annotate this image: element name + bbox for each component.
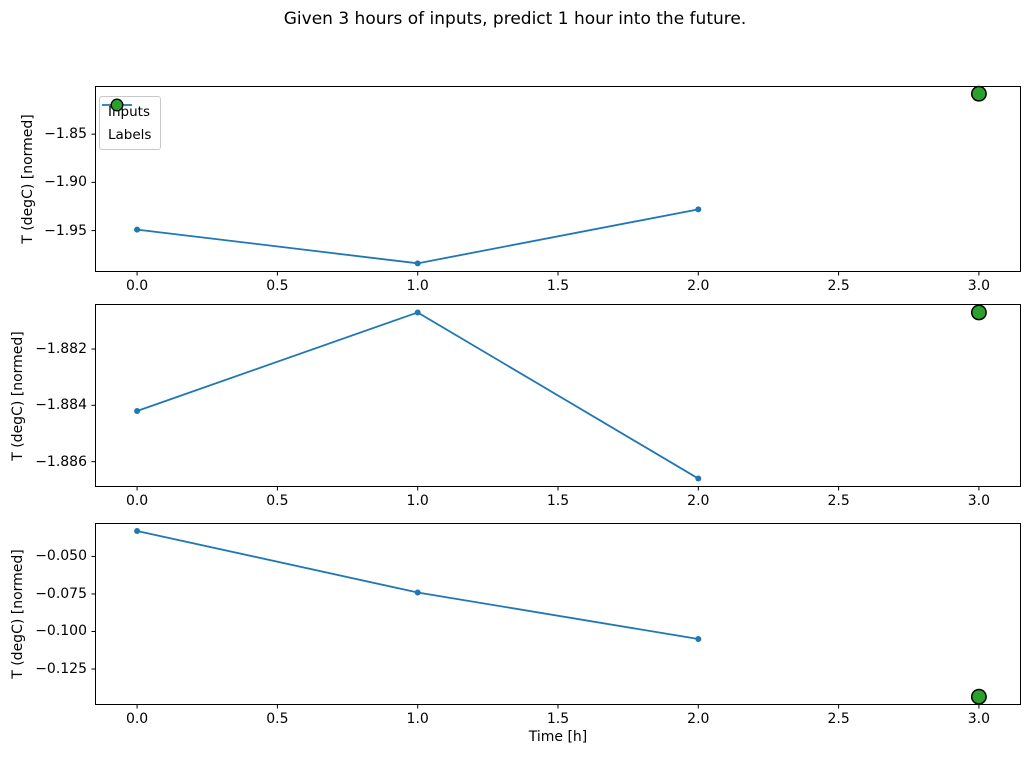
inputs-line (136, 208, 699, 265)
legend-label-labels: Labels (108, 126, 152, 143)
inputs-point (134, 527, 141, 534)
circle-icon (110, 98, 124, 112)
inputs-point (695, 475, 702, 482)
x-tick-label: 2.0 (687, 711, 710, 727)
x-tick-label: 0.5 (266, 711, 289, 727)
inputs-point (695, 206, 702, 213)
x-tick-label: 2.0 (687, 493, 710, 509)
y-tick-label: −0.075 (35, 585, 87, 602)
x-tick-label: 3.0 (967, 493, 991, 509)
x-tick-label: 1.5 (546, 278, 570, 294)
x-tick-label: 1.0 (406, 711, 429, 727)
legend-item-labels: Labels (108, 98, 152, 144)
inputs-point (134, 226, 141, 233)
x-tick-label: 0.0 (125, 711, 149, 727)
x-tick-label: 1.5 (546, 493, 570, 509)
subplot-2: T (degC) [normed] 0.0 0.5 1.0 1.5 2.0 2.5 3.0 −… (10, 304, 1021, 509)
y-tick-label: −1.884 (35, 397, 87, 414)
plot-area (91, 85, 1021, 276)
x-tick-label: 1.0 (406, 278, 429, 294)
inputs-line (136, 530, 699, 640)
y-axis-label: T (degC) [normed] (10, 549, 26, 679)
inputs-point (414, 260, 421, 267)
x-axis-label: Time [h] (528, 729, 588, 745)
x-tick-label: 0.0 (125, 278, 149, 294)
labels-point (970, 304, 987, 321)
inputs-point (414, 309, 421, 316)
x-tick-label: 3.0 (967, 711, 991, 727)
x-tick-label: 1.5 (546, 711, 570, 727)
figure-title: Given 3 hours of inputs, predict 1 hour … (283, 9, 747, 29)
y-axis-label: T (degC) [normed] (10, 330, 26, 461)
y-tick-label: −1.882 (35, 341, 87, 358)
inputs-point (414, 589, 421, 596)
x-tick-label: 1.0 (406, 493, 429, 509)
subplot-1: T (degC) [normed] Inputs Labels 0.0 0.5 1.… (20, 85, 1021, 294)
y-tick-label: −1.90 (44, 174, 87, 191)
x-tick-label: 2.0 (687, 278, 710, 294)
axes-frame (95, 304, 1021, 487)
inputs-point (695, 635, 702, 642)
inputs-line (136, 311, 699, 480)
plot-area (91, 304, 1021, 491)
labels-point (970, 688, 987, 705)
x-tick-label: 0.5 (266, 278, 289, 294)
plot-area (91, 523, 1021, 709)
axes-frame (95, 86, 1021, 272)
y-tick-label: −1.85 (44, 126, 87, 143)
y-tick-label: −1.886 (35, 453, 87, 470)
y-tick-label: −0.100 (35, 623, 87, 640)
legend: Inputs Labels (99, 96, 162, 150)
x-tick-label: 0.0 (125, 493, 149, 509)
inputs-point (134, 407, 141, 414)
y-tick-label: −1.95 (44, 222, 87, 239)
x-tick-label: 2.5 (827, 493, 850, 509)
axes-frame (95, 523, 1021, 705)
y-axis-label: T (degC) [normed] (20, 114, 36, 244)
labels-point (970, 85, 987, 102)
x-tick-label: 3.0 (967, 278, 991, 294)
x-tick-label: 2.5 (827, 278, 850, 294)
subplot-3: T (degC) [normed] 0.0 0.5 1.0 1.5 2.0 2.5 3.0 −… (10, 523, 1021, 727)
x-tick-label: 0.5 (266, 493, 289, 509)
y-tick-label: −0.050 (35, 548, 87, 565)
x-tick-label: 2.5 (827, 711, 850, 727)
y-tick-label: −0.125 (35, 660, 87, 677)
